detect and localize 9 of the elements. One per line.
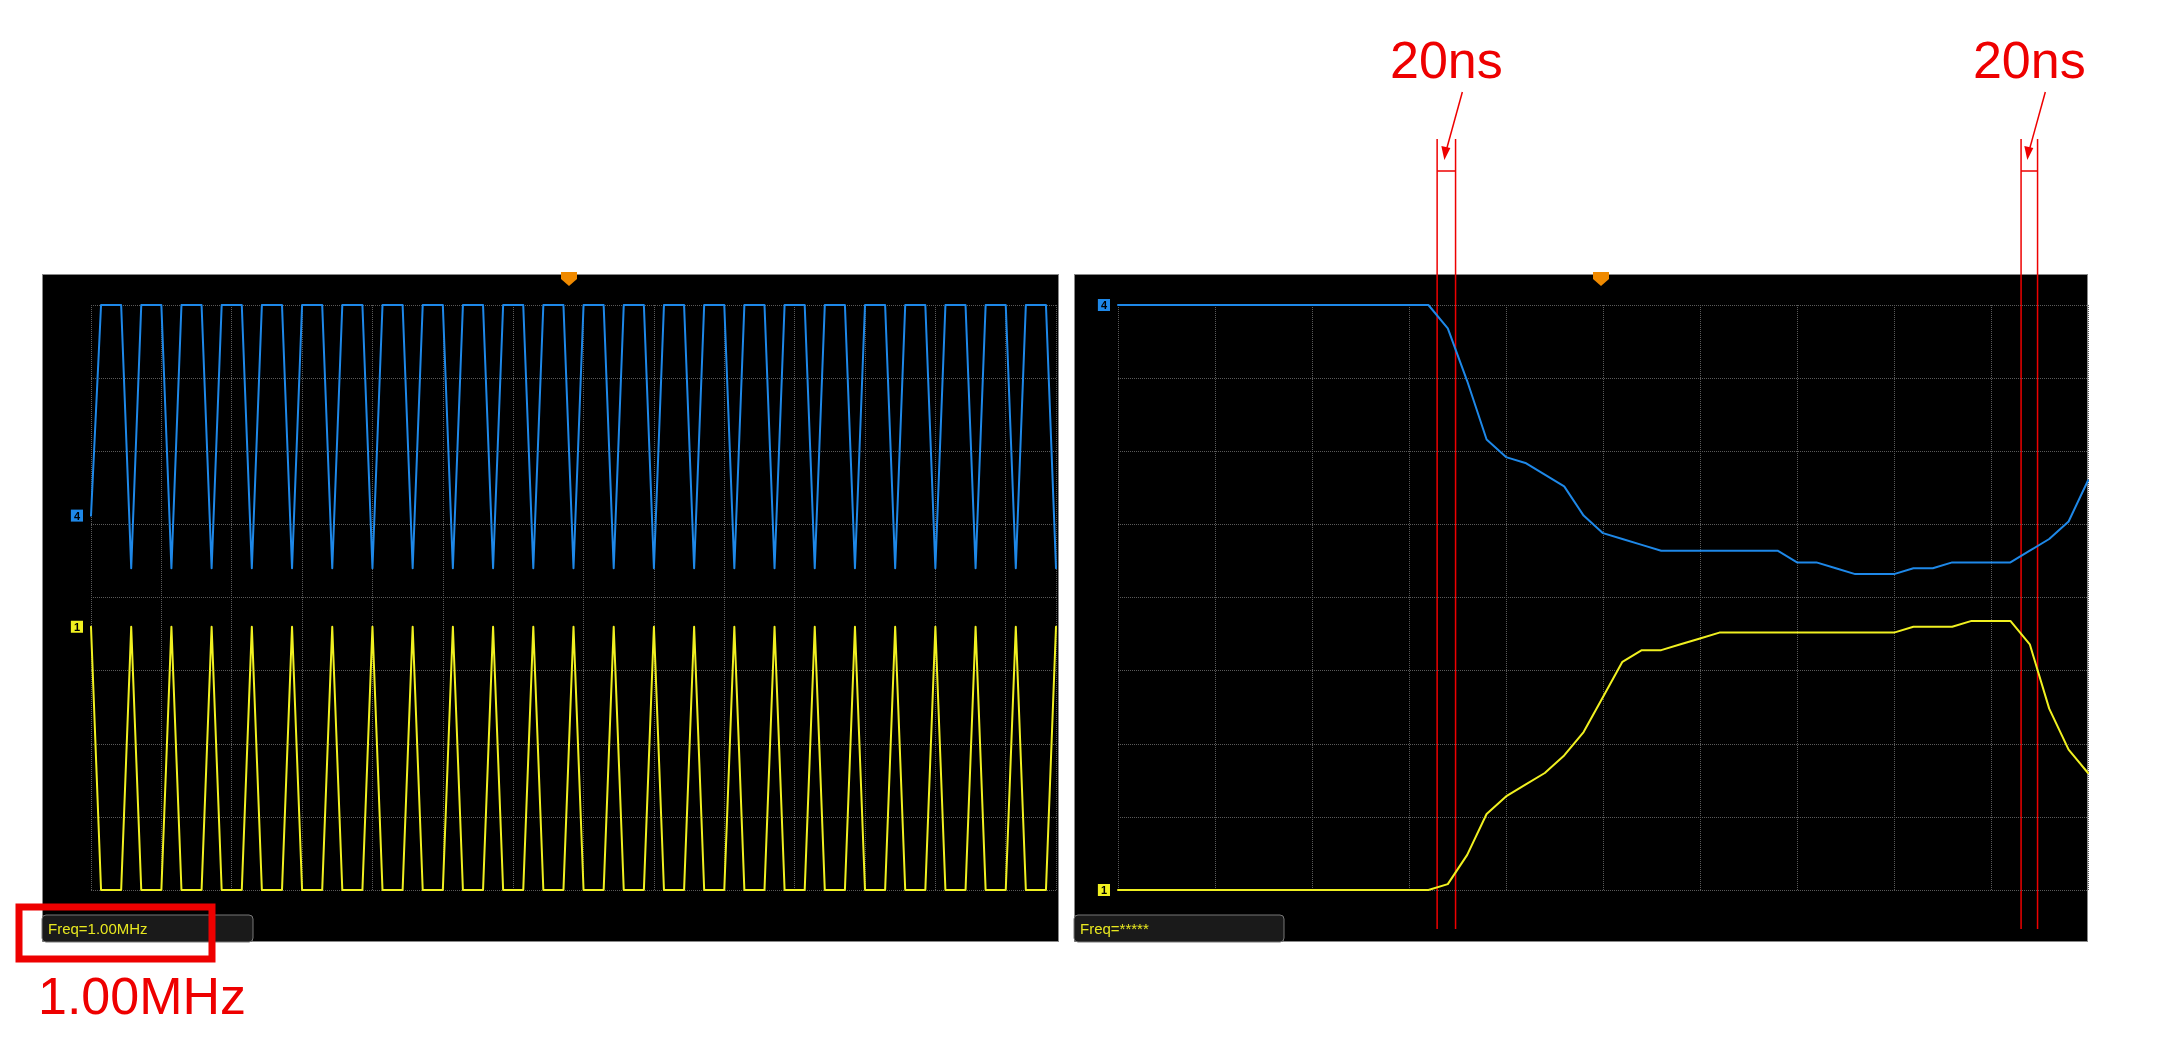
text: Freq=***** — [1080, 920, 1149, 937]
series-label: 1 — [1100, 884, 1107, 896]
text: Freq=1.00MHz — [48, 920, 148, 937]
series-label: 4 — [1100, 299, 1108, 311]
text: 1.00MHz — [38, 967, 247, 1025]
text: 20ns — [1389, 31, 1503, 89]
series-label: 4 — [73, 509, 81, 522]
text: 20ns — [1972, 31, 2086, 89]
series-label: 1 — [73, 620, 80, 633]
